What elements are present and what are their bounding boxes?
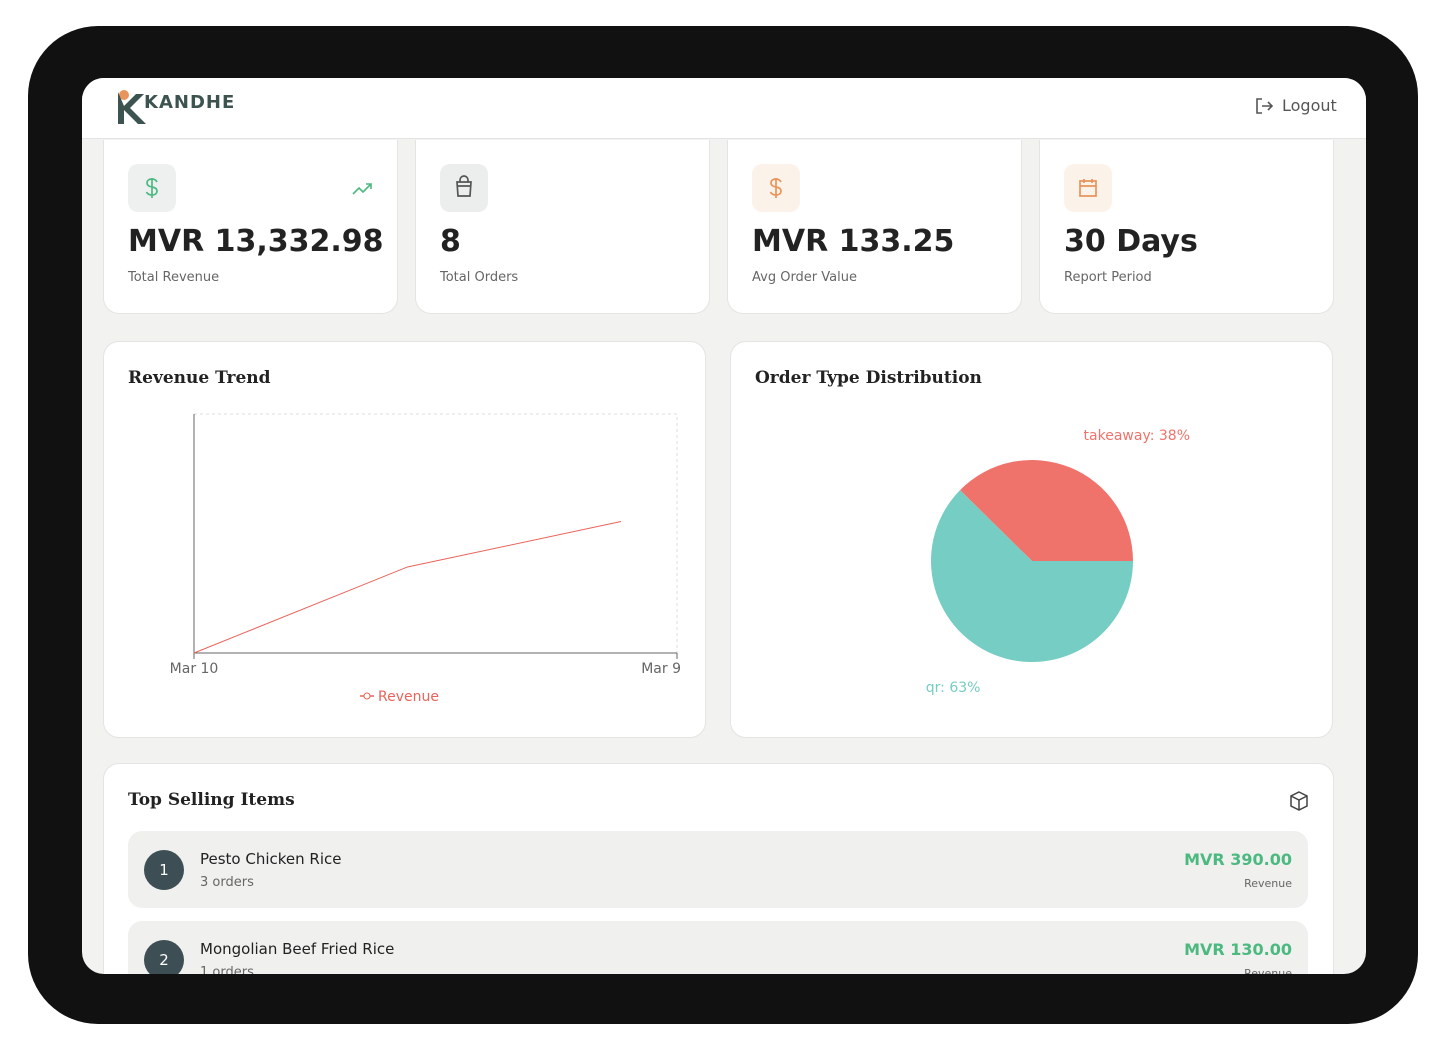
stat-card: MVR 133.25 Avg Order Value [727,140,1022,314]
stat-value: MVR 133.25 [752,224,955,259]
icon-path [145,178,158,198]
item-rank: 2 [144,940,184,974]
stat-icon [1079,179,1097,197]
item-name: Pesto Chicken Rice [200,850,342,868]
stat-icon [769,178,782,198]
icon-path [1079,179,1097,197]
stat-label: Total Orders [440,270,519,285]
item-revenue: MVR 130.00 [1184,940,1292,959]
pie-slice [931,490,1133,662]
item-row: 2 Mongolian Beef Fried Rice 1 orders MVR 13… [128,921,1308,974]
stat-card: 8 Total Orders [415,140,710,314]
line-chart: Mar 10 Mar 9 Revenue [170,413,681,705]
stat-label: Avg Order Value [752,270,857,285]
stat-icon-box [440,164,488,212]
revenue-card: Revenue Trend Mar 10 Mar 9 Revenue [103,341,706,738]
item-revenue-label: Revenue [1244,877,1292,890]
stat-card: 30 Days Report Period [1039,140,1334,314]
pie-card: Order Type Distribution takeaway: 38% qr:… [730,341,1333,738]
x-tick-label: Mar 9 [641,661,681,677]
icon-path [456,175,472,197]
pie-slice [960,460,1133,561]
slice-label: qr: 63% [926,680,981,696]
slice-label: takeaway: 38% [1084,428,1190,444]
stat-icon [456,175,472,197]
stat-label: Total Revenue [128,270,220,285]
stat-card: MVR 13,332.98 Total Revenue [103,140,398,314]
top-items-card: Top Selling Items 1 Pesto Chicken Rice 3 o… [103,763,1334,974]
pie-chart: takeaway: 38% qr: 63% [926,428,1190,696]
line-series [193,521,622,654]
stat-value: MVR 13,332.98 [128,224,384,259]
item-revenue-label: Revenue [1244,967,1292,974]
icon-path [352,183,372,195]
x-tick-label: Mar 10 [170,661,219,677]
stat-value: 30 Days [1064,224,1198,259]
item-orders: 3 orders [200,875,254,890]
logo-mark [118,90,146,124]
stat-value: 8 [440,224,461,259]
logout-button[interactable]: Logout [1282,96,1337,115]
header: KANDHE Logout [82,78,1366,139]
logo-text: KANDHE [144,92,236,113]
item-revenue: MVR 390.00 [1184,850,1292,869]
stat-icon-box [1064,164,1112,212]
trend-icon [352,183,372,195]
item-name: Mongolian Beef Fried Rice [200,940,395,958]
box-icon [1290,791,1308,811]
grid-frame [194,413,678,653]
legend-swatch [363,692,371,700]
stat-icon [145,178,158,198]
stat-icon-box [128,164,176,212]
icon-path [769,178,782,198]
stat-icon-box [752,164,800,212]
item-rank: 1 [144,850,184,890]
chart-title: Revenue Trend [128,368,271,388]
item-orders: 1 orders [200,965,254,974]
chart-title: Order Type Distribution [755,368,982,388]
item-row: 1 Pesto Chicken Rice 3 orders MVR 390.00 Rev… [128,831,1308,908]
stat-label: Report Period [1064,270,1152,285]
legend-label: Revenue [378,689,439,705]
section-title: Top Selling Items [128,790,295,810]
logout-icon[interactable] [1254,96,1274,116]
